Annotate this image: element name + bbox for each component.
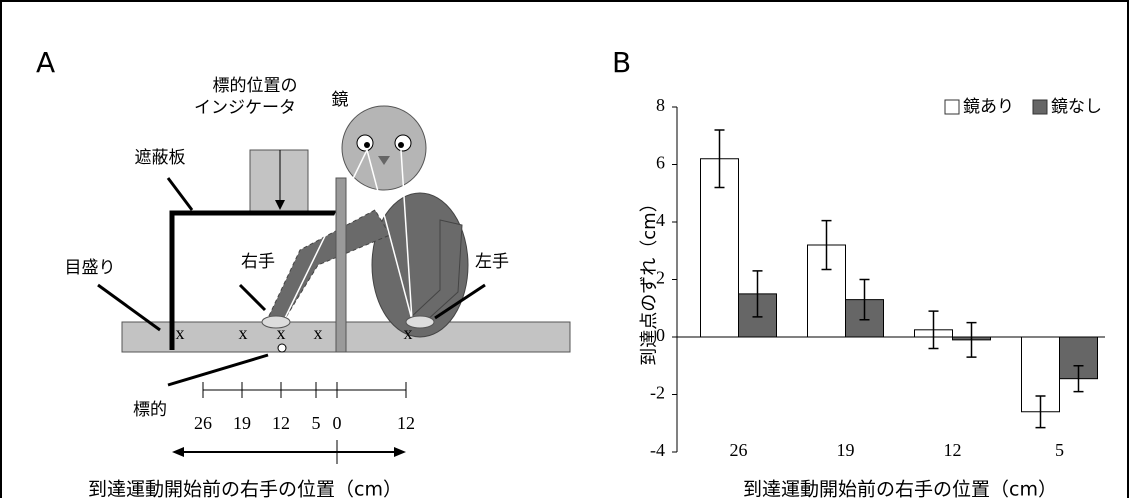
head [342, 106, 426, 190]
label: 鏡 [332, 90, 349, 110]
y-tick-label: -2 [650, 383, 665, 403]
y-tick-label: 8 [656, 95, 665, 115]
y-tick-label: -4 [650, 440, 665, 460]
y-tick-label: 4 [656, 210, 665, 230]
ruler-label: 0 [333, 413, 342, 433]
x-tick-label: 5 [1055, 440, 1064, 460]
label: 右手 [241, 252, 275, 272]
ruler-label: 12 [397, 413, 415, 433]
panel-label: B [612, 46, 631, 79]
y-tick-label: 0 [656, 325, 665, 345]
scale-mark: x [239, 323, 248, 343]
x-tick-label: 19 [837, 440, 855, 460]
scale-mark: x [404, 323, 413, 343]
legend-swatch [945, 100, 959, 114]
scale-mark: x [277, 323, 286, 343]
label: 標的位置の [213, 76, 298, 96]
legend-label: 鏡あり [963, 97, 1014, 117]
mirror [336, 178, 346, 352]
ruler-label: 12 [272, 413, 290, 433]
ruler-label: 19 [233, 413, 251, 433]
label: 遮蔽板 [135, 148, 186, 168]
panel-label: A [36, 46, 55, 79]
scale-mark: x [314, 323, 323, 343]
x-axis-label: 到達運動開始前の右手の位置（cm） [743, 479, 1057, 498]
x-tick-label: 26 [730, 440, 748, 460]
y-tick-label: 2 [656, 268, 665, 288]
scale-mark: x [176, 323, 185, 343]
figure: A B 標的位置の インジケータ 鏡 遮蔽板 目盛り 右手 左手 標的 x [0, 0, 1129, 498]
label: インジケータ [194, 98, 296, 118]
label: 目盛り [65, 258, 116, 278]
x-label: 到達運動開始前の右手の位置（cm） [88, 479, 402, 498]
y-tick-label: 6 [656, 153, 665, 173]
ruler-label: 5 [312, 413, 321, 433]
label: 標的 [133, 400, 167, 420]
legend-swatch [1033, 100, 1047, 114]
legend-label: 鏡なし [1051, 97, 1102, 117]
ruler-label: 26 [194, 413, 212, 433]
label: 左手 [475, 252, 509, 272]
x-tick-label: 12 [944, 440, 962, 460]
